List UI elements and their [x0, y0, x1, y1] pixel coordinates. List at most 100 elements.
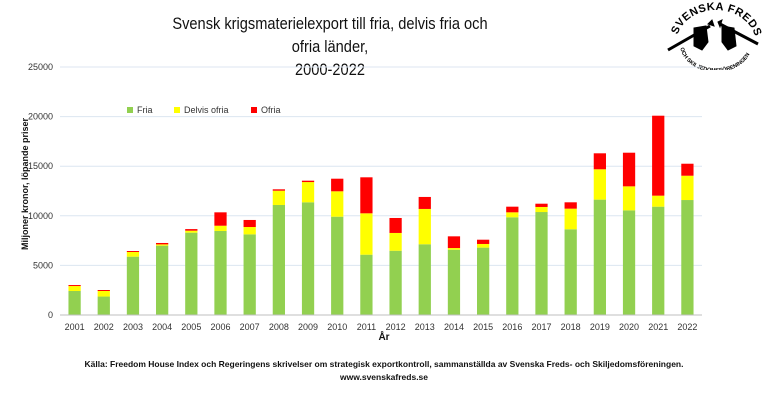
- bar-ofria-2009: [301, 180, 315, 183]
- bar-ofria-2017: [535, 203, 548, 207]
- y-tick-label: 20000: [28, 112, 53, 122]
- y-tick-label: 10000: [28, 211, 53, 221]
- bar-ofria-2005: [185, 229, 198, 231]
- organization-logo: SVENSKA FREDS OCH SKILJEDOMSFÖRENINGEN: [667, 1, 763, 70]
- bar-ofria-2004: [156, 242, 169, 245]
- bar-delvis-ofria-2001: [68, 286, 81, 291]
- x-tick-label: 2017: [531, 322, 551, 332]
- bar-delvis-ofria-2021: [652, 195, 665, 207]
- bar-fria-2009: [301, 202, 315, 315]
- x-tick-label: 2022: [677, 322, 697, 332]
- legend-label-ofria: Ofria: [261, 105, 281, 115]
- legend-label-fria: Fria: [137, 105, 153, 115]
- bar-delvis-ofria-2016: [506, 212, 519, 218]
- y-tick-label: 5000: [33, 260, 53, 270]
- broken-rifle-hands-icon: [667, 19, 759, 52]
- bar-delvis-ofria-2017: [535, 206, 548, 213]
- legend-swatch-delvis-ofria: [174, 107, 180, 113]
- bar-delvis-ofria-2011: [360, 213, 373, 255]
- legend-item-delvis-ofria: Delvis ofria: [174, 105, 229, 115]
- y-axis-label: Miljoner kronor, löpande priser: [20, 117, 30, 250]
- bar-delvis-ofria-2006: [214, 225, 227, 231]
- x-tick-label: 2015: [473, 322, 493, 332]
- bar-ofria-2020: [622, 152, 636, 187]
- chart-title: Svensk krigsmaterielexport till fria, de…: [158, 12, 502, 81]
- x-tick-label: 2009: [298, 322, 318, 332]
- x-tick-label: 2016: [502, 322, 522, 332]
- legend-swatch-fria: [127, 107, 133, 113]
- bar-ofria-2012: [389, 217, 402, 233]
- bar-ofria-2010: [331, 178, 344, 192]
- bar-delvis-ofria-2010: [331, 191, 344, 217]
- bar-fria-2014: [447, 249, 461, 315]
- x-tick-label: 2003: [123, 322, 143, 332]
- bar-delvis-ofria-2005: [185, 230, 198, 233]
- bar-fria-2001: [68, 290, 81, 315]
- bar-fria-2015: [477, 247, 490, 315]
- bar-delvis-ofria-2013: [418, 208, 431, 245]
- legend-label-delvis-ofria: Delvis ofria: [184, 105, 229, 115]
- bar-ofria-2008: [272, 189, 285, 191]
- x-tick-label: 2019: [590, 322, 610, 332]
- bar-fria-2012: [389, 250, 402, 315]
- bar-fria-2008: [272, 204, 285, 315]
- x-tick-label: 2018: [561, 322, 581, 332]
- bar-delvis-ofria-2022: [681, 175, 694, 201]
- x-tick-label: 2006: [210, 322, 230, 332]
- source-text: Källa: Freedom House Index och Regeringe…: [84, 359, 684, 369]
- bar-ofria-2021: [652, 115, 665, 196]
- bar-delvis-ofria-2019: [593, 169, 606, 200]
- x-tick-label: 2012: [386, 322, 406, 332]
- bar-delvis-ofria-2014: [447, 248, 461, 250]
- bar-delvis-ofria-2008: [272, 190, 285, 205]
- bar-fria-2003: [126, 256, 140, 315]
- bar-ofria-2016: [506, 206, 519, 213]
- bar-ofria-2003: [126, 251, 140, 253]
- bar-ofria-2014: [447, 236, 461, 249]
- x-tick-label: 2014: [444, 322, 464, 332]
- bar-fria-2010: [331, 216, 344, 315]
- y-tick-label: 0: [48, 310, 53, 320]
- x-tick-label: 2020: [619, 322, 639, 332]
- bar-fria-2007: [243, 234, 256, 315]
- bar-fria-2017: [535, 212, 548, 315]
- legend-item-fria: Fria: [127, 105, 153, 115]
- bar-fria-2022: [681, 200, 694, 315]
- bar-ofria-2001: [68, 285, 81, 287]
- bar-fria-2005: [185, 232, 198, 315]
- source-note: Källa: Freedom House Index och Regeringe…: [60, 358, 708, 384]
- bar-delvis-ofria-2018: [564, 208, 577, 230]
- bar-fria-2006: [214, 230, 227, 315]
- bar-delvis-ofria-2015: [477, 243, 490, 248]
- bar-ofria-2019: [593, 153, 606, 170]
- x-axis-ticks: 2001 2002 2003 2004 2005 2006 2007 2008 2009 2010…: [65, 322, 698, 332]
- x-tick-label: 2007: [240, 322, 260, 332]
- x-tick-label: 2005: [181, 322, 201, 332]
- bar-ofria-2011: [360, 177, 373, 214]
- y-tick-label: 25000: [28, 62, 53, 72]
- source-url: www.svenskafreds.se: [339, 372, 429, 382]
- x-tick-label: 2011: [357, 322, 376, 332]
- x-tick-label: 2004: [152, 322, 172, 332]
- y-axis-ticks: 0 5000 10000 15000 20000 25000: [28, 62, 53, 320]
- x-tick-label: 2002: [94, 322, 114, 332]
- x-tick-label: 2010: [327, 322, 347, 332]
- legend-swatch-ofria: [251, 107, 257, 113]
- bar-ofria-2015: [477, 239, 490, 244]
- bar-delvis-ofria-2004: [156, 244, 169, 246]
- bar-fria-2004: [156, 245, 169, 315]
- bar-delvis-ofria-2003: [126, 252, 140, 257]
- bar-ofria-2018: [564, 202, 577, 209]
- bar-ofria-2013: [418, 196, 431, 209]
- bar-fria-2002: [97, 296, 110, 315]
- bar-fria-2011: [360, 254, 373, 315]
- bar-ofria-2006: [214, 212, 227, 226]
- chart-title-line-2: 2000-2022: [295, 60, 365, 79]
- x-tick-label: 2021: [648, 322, 668, 332]
- bar-delvis-ofria-2012: [389, 232, 402, 251]
- bar-ofria-2002: [97, 290, 110, 291]
- bar-series: [68, 115, 694, 315]
- bar-delvis-ofria-2007: [243, 227, 256, 235]
- legend-item-ofria: Ofria: [251, 105, 281, 115]
